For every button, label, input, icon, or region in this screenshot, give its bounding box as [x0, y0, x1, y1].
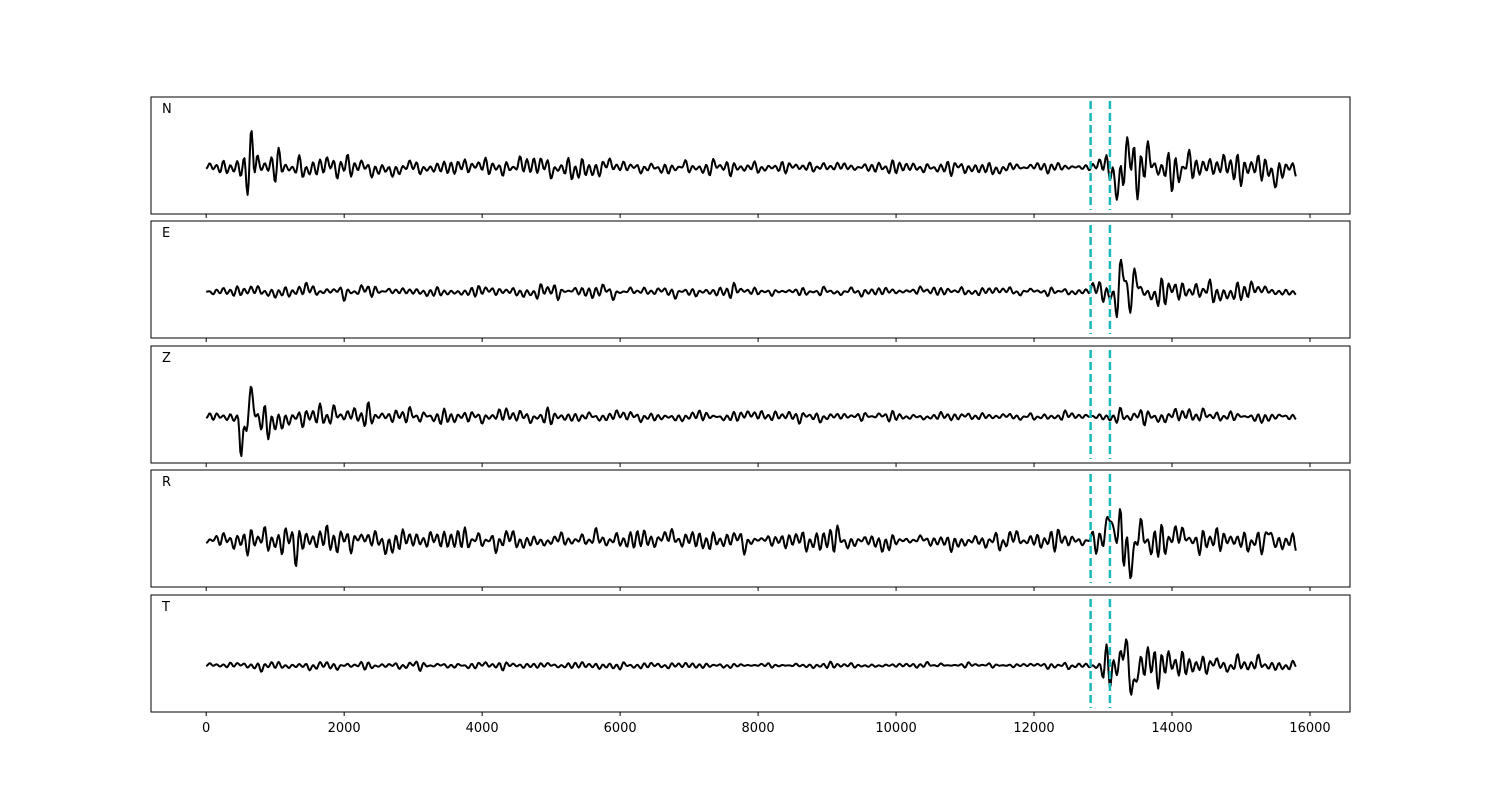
x-tick-label: 2000 [328, 721, 361, 736]
x-axis: 0 2000 4000 6000 8000 10000 12000 14000 16000 [202, 721, 1331, 736]
panel-r: R [150, 469, 1351, 591]
panel-frame [150, 469, 1351, 588]
panel-frame [150, 345, 1351, 464]
panel-frame [150, 96, 1351, 215]
x-tick-label: 10000 [875, 721, 916, 736]
waveform-trace-z [205, 385, 1297, 457]
x-tick-label: 16000 [1289, 721, 1330, 736]
waveform-trace-r [205, 508, 1297, 580]
x-tick-label: 8000 [742, 721, 775, 736]
panel-label: R [162, 475, 171, 490]
panel-e: E [150, 220, 1351, 342]
panel-label: E [162, 226, 170, 241]
waveform-trace-t [205, 638, 1297, 696]
waveform-trace-n [205, 130, 1297, 201]
panel-label: T [161, 600, 170, 615]
panel-z: Z [150, 345, 1351, 467]
x-tick-label: 4000 [466, 721, 499, 736]
x-tick-label: 14000 [1151, 721, 1192, 736]
panel-t: T [150, 594, 1351, 716]
panels-group: N E Z R T [150, 96, 1351, 716]
panel-n: N [150, 96, 1351, 218]
waveform-trace-e [206, 258, 1297, 319]
panel-label: Z [162, 351, 171, 366]
x-tick-label: 0 [202, 721, 210, 736]
panel-label: N [162, 102, 172, 117]
x-tick-label: 6000 [604, 721, 637, 736]
panel-frame [150, 594, 1351, 713]
x-tick-label: 12000 [1013, 721, 1054, 736]
panel-frame [150, 220, 1351, 339]
